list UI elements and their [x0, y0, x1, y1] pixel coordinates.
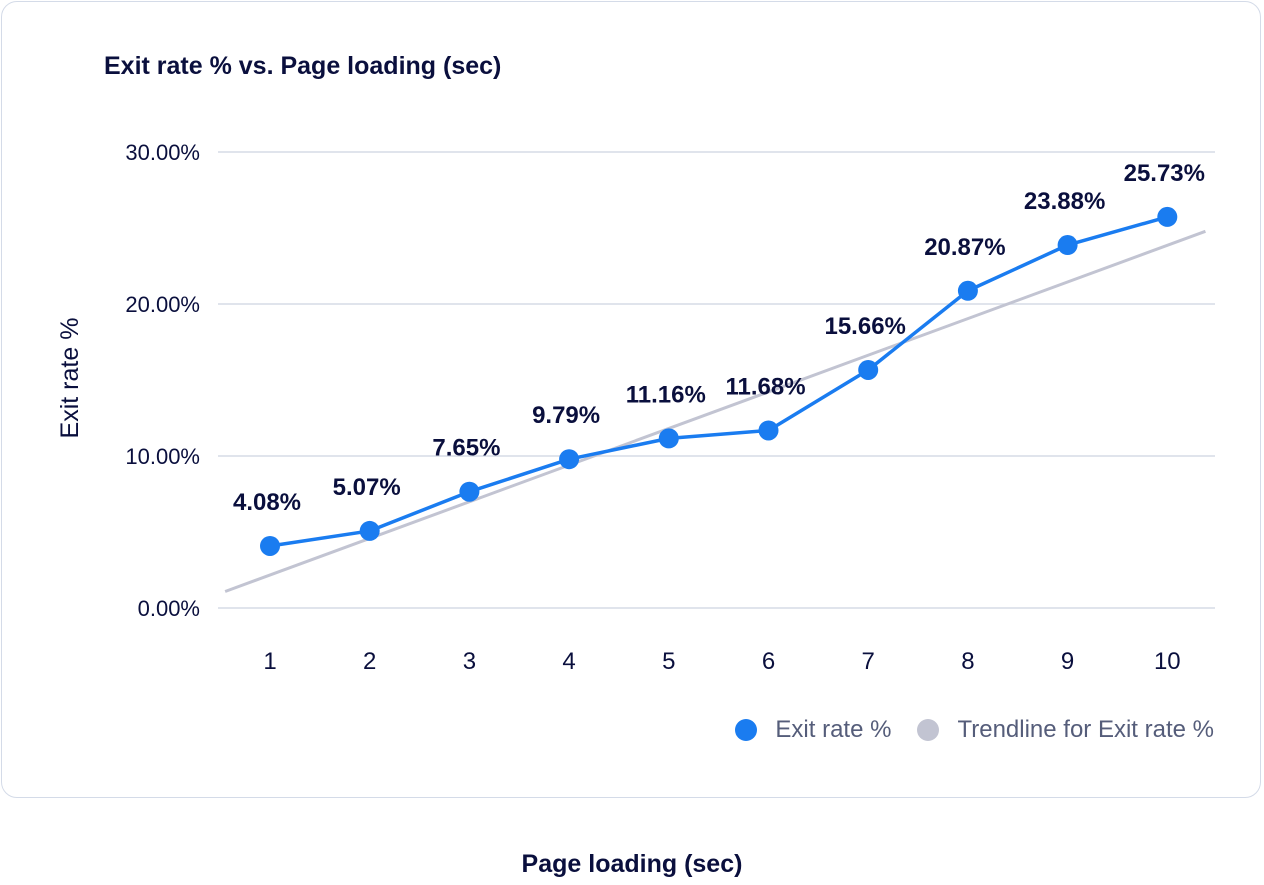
x-tick-label: 6 [762, 648, 775, 675]
chart-card [1, 1, 1261, 798]
legend: Exit rate % Trendline for Exit rate % [709, 716, 1214, 744]
data-point [260, 535, 280, 556]
data-label: 23.88% [1024, 188, 1105, 215]
data-point [1157, 206, 1178, 227]
data-point [957, 280, 978, 301]
x-tick-label: 8 [961, 648, 974, 675]
data-label: 11.68% [725, 373, 805, 400]
data-label: 11.16% [626, 381, 706, 408]
legend-label: Exit rate % [775, 716, 892, 743]
x-tick-label: 3 [463, 648, 476, 675]
x-axis-label: Page loading (sec) [521, 850, 743, 878]
x-tick-label: 5 [662, 648, 675, 675]
trendline [224, 229, 1206, 593]
series-line [269, 215, 1168, 548]
y-axis-label: Exit rate % [56, 318, 84, 439]
x-tick-label: 1 [263, 648, 276, 675]
data-label: 9.79% [532, 402, 600, 429]
y-tick-label: 10.00% [125, 444, 200, 469]
data-point [559, 449, 580, 470]
data-point [359, 520, 380, 541]
data-point [758, 420, 779, 441]
legend-item-trendline[interactable]: Trendline for Exit rate % [917, 716, 1214, 744]
data-point [858, 359, 879, 380]
x-tick-label: 4 [562, 648, 575, 675]
x-tick-label: 7 [862, 648, 875, 675]
data-label: 15.66% [824, 313, 905, 340]
data-label: 20.87% [924, 234, 1005, 261]
y-tick-label: 30.00% [125, 140, 200, 165]
legend-item-exit-rate[interactable]: Exit rate % [735, 716, 891, 744]
data-label: 4.08% [233, 489, 301, 516]
legend-label: Trendline for Exit rate % [957, 716, 1214, 743]
legend-marker [735, 719, 758, 741]
x-tick-label: 2 [363, 648, 376, 675]
legend-marker [917, 719, 940, 741]
data-point [1057, 235, 1078, 256]
x-tick-label: 10 [1154, 648, 1181, 675]
data-label: 5.07% [333, 474, 401, 501]
data-label: 25.73% [1124, 160, 1205, 187]
y-tick-label: 20.00% [125, 292, 200, 317]
data-point [658, 428, 679, 449]
data-label: 7.65% [432, 435, 500, 462]
y-tick-label: 0.00% [138, 596, 200, 621]
data-point [459, 481, 480, 502]
chart-title: Exit rate % vs. Page loading (sec) [104, 52, 502, 80]
x-tick-label: 9 [1061, 648, 1074, 675]
